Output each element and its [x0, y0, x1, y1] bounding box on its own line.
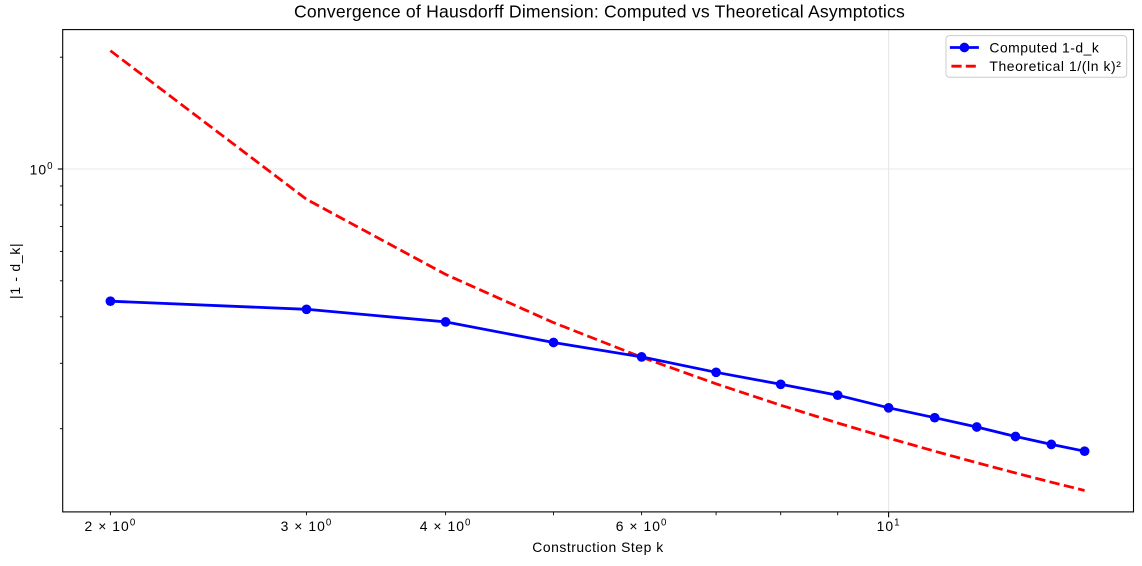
svg-text:4 × 100: 4 × 100 — [420, 517, 472, 534]
svg-text:Computed 1-d_k: Computed 1-d_k — [989, 39, 1099, 55]
svg-text:|1 - d_k|: |1 - d_k| — [7, 243, 23, 299]
svg-text:Construction Step k: Construction Step k — [532, 539, 663, 555]
svg-text:Convergence of Hausdorff Dimen: Convergence of Hausdorff Dimension: Comp… — [294, 2, 905, 22]
svg-text:6 × 100: 6 × 100 — [616, 517, 668, 534]
svg-text:Theoretical 1/(ln k)²: Theoretical 1/(ln k)² — [989, 58, 1121, 74]
svg-text:3 × 100: 3 × 100 — [281, 517, 333, 534]
svg-text:101: 101 — [877, 517, 901, 534]
svg-text:2 × 100: 2 × 100 — [85, 517, 137, 534]
svg-text:100: 100 — [30, 161, 54, 178]
